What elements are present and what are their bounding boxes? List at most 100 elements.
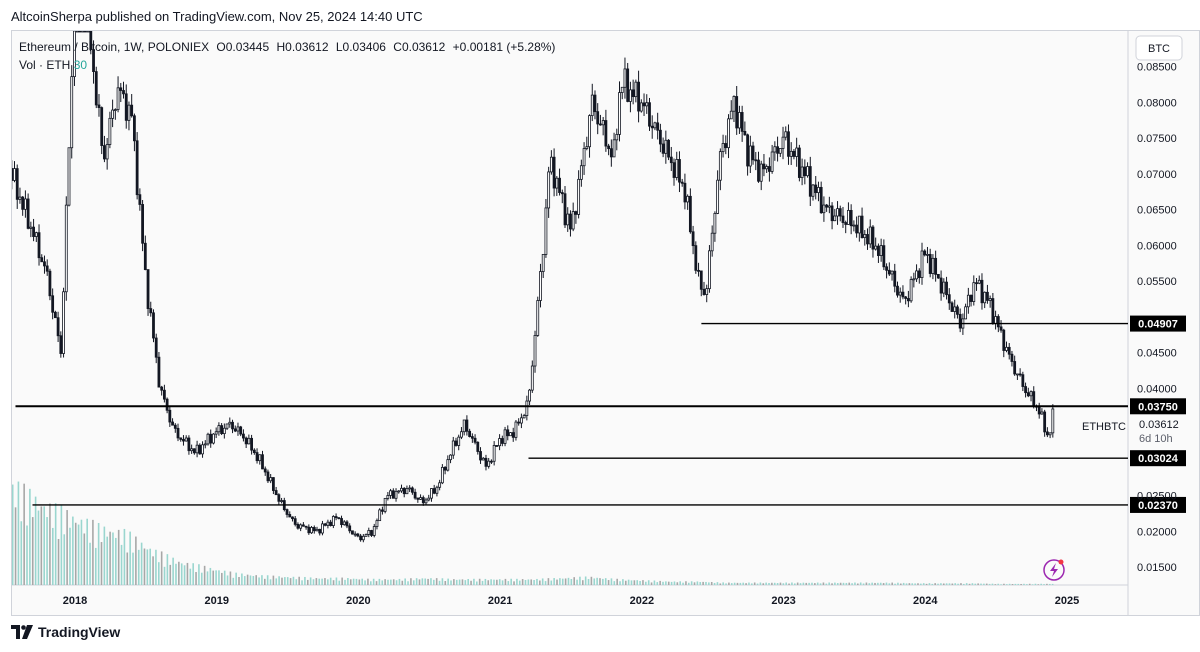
volume-bar (324, 578, 326, 585)
volume-bar (570, 579, 573, 585)
candle-body (239, 426, 243, 435)
candle-body (367, 530, 371, 535)
volume-bar (473, 578, 475, 585)
volume-bar (255, 575, 258, 585)
y-tick-label: 0.02000 (1137, 526, 1177, 538)
volume-bar (1034, 583, 1037, 585)
volume-bar (699, 582, 702, 585)
candle-body (438, 482, 442, 488)
y-tick-label: 0.05500 (1137, 276, 1177, 288)
candle-body (315, 528, 319, 532)
candle-body (397, 490, 401, 493)
volume-bar (467, 578, 470, 585)
volume-bar (401, 580, 404, 585)
volume-bar (266, 575, 269, 585)
volume-bar (140, 542, 143, 585)
horizontal-levels: 0.04907 0.03750 0.03024 0.02370 (15, 315, 1186, 513)
volume-bar (561, 578, 564, 585)
volume-bar (581, 580, 584, 585)
candle-body (83, 31, 87, 33)
volume-bar (730, 583, 733, 585)
volume-bar (839, 582, 842, 585)
volume-bar (412, 580, 415, 585)
volume-bar (46, 517, 48, 585)
volume-bar (653, 580, 656, 585)
candle-body (923, 250, 927, 256)
volume-bar (690, 581, 693, 585)
candle-body (503, 429, 507, 444)
volume-bar (478, 578, 481, 585)
candle-body (465, 419, 469, 432)
volume-bar (163, 566, 166, 585)
candle-body (615, 133, 619, 141)
candle-body (187, 437, 191, 452)
candle-body (454, 440, 458, 446)
volume-bar (381, 580, 384, 585)
candle-body (135, 140, 139, 196)
volume-bar (544, 581, 547, 585)
y-tick-label: 0.07500 (1137, 133, 1177, 145)
volume-bar (905, 583, 908, 585)
volume-bar (404, 578, 406, 585)
candle-body (604, 120, 608, 147)
volume-bar (152, 556, 154, 585)
volume-bar (117, 529, 120, 585)
volume-bar (146, 549, 149, 585)
candle-body (686, 195, 690, 203)
volume-bar (739, 582, 742, 585)
candle-body (661, 143, 665, 154)
volume-bar (12, 484, 14, 585)
volume-bar (20, 521, 23, 585)
candle-body (549, 156, 553, 173)
candle-body (599, 123, 602, 126)
volume-bar (673, 581, 676, 585)
candle-body (732, 96, 736, 112)
volume-bar (312, 579, 315, 585)
candle-body (1029, 391, 1033, 397)
candle-body (116, 87, 120, 110)
candle-body (451, 440, 455, 456)
volume-bar (573, 577, 575, 585)
candle-body (680, 181, 684, 184)
volume-bar (773, 582, 776, 585)
candle-body (942, 281, 946, 294)
candle-body (838, 208, 842, 217)
candle-body (609, 148, 613, 158)
candle-body (868, 226, 872, 245)
unit-badge[interactable]: BTC (1135, 35, 1183, 61)
candle-body (645, 102, 649, 107)
volume-bar (470, 580, 472, 585)
candle-body (269, 477, 273, 482)
candle-body (233, 428, 237, 432)
candle-body (143, 242, 147, 270)
volume-bar (17, 481, 20, 585)
volume-bar (14, 507, 17, 585)
candle-body (936, 273, 940, 279)
lightning-icon[interactable] (1043, 559, 1065, 581)
candle-body (462, 419, 466, 433)
chart-frame[interactable]: 0.04907 0.03750 0.03024 0.02370 0.08500 0.08… (11, 30, 1200, 616)
candle-body (746, 134, 749, 167)
candle-body (490, 460, 493, 463)
volume-bar (1000, 584, 1002, 585)
volume-bar (444, 581, 447, 585)
volume-bar (687, 582, 690, 585)
candle-body (956, 306, 959, 315)
candle-body (926, 253, 929, 256)
volume-label: Vol · ETH (19, 58, 71, 72)
candle-body (877, 245, 880, 256)
candle-body (569, 213, 572, 230)
candle-body (896, 285, 899, 296)
candle-body (778, 148, 782, 154)
volume-bar (498, 579, 501, 585)
candle-body (770, 151, 774, 172)
volume-bar (845, 582, 848, 585)
candle-body (53, 311, 57, 319)
volume-bar (693, 582, 696, 585)
volume-bar (252, 575, 255, 585)
volume-bar (157, 562, 160, 585)
candle-body (427, 497, 431, 501)
volume-bar (100, 542, 103, 585)
candle-body (672, 162, 676, 178)
